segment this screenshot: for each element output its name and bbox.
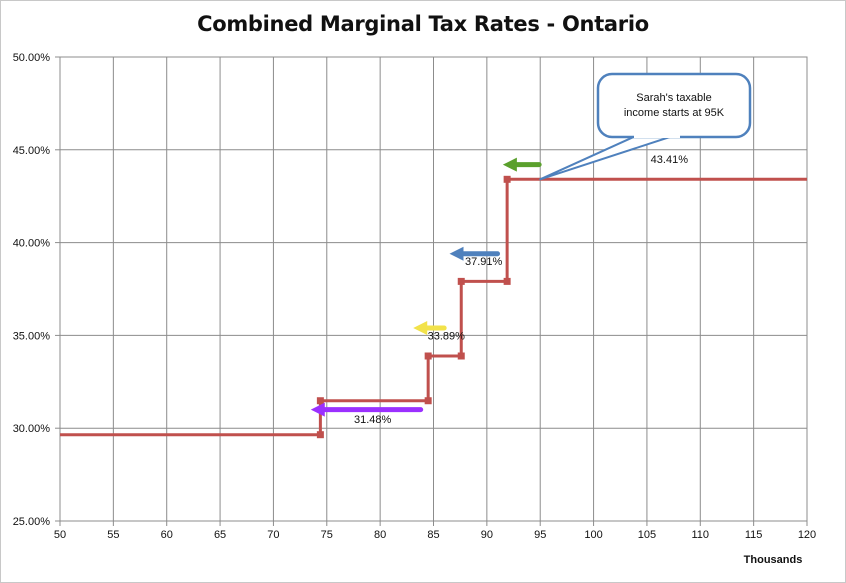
x-tick-label: 105 xyxy=(638,529,656,541)
x-tick-label: 50 xyxy=(54,529,66,541)
x-tick-label: 80 xyxy=(374,529,386,541)
x-tick-label: 55 xyxy=(107,529,119,541)
x-tick-label: 110 xyxy=(692,529,710,541)
data-label: 43.41% xyxy=(651,154,689,166)
data-point-marker xyxy=(457,352,465,360)
data-point-marker xyxy=(424,352,432,360)
arrow-annotation xyxy=(310,402,424,417)
callout-joint xyxy=(634,131,680,138)
data-label: 33.89% xyxy=(428,330,466,342)
data-point-marker xyxy=(316,397,324,405)
callout-text-line: Sarah's taxable xyxy=(636,92,711,104)
series-line xyxy=(60,177,807,437)
y-tick-label: 25.00% xyxy=(13,516,51,528)
y-tick-label: 35.00% xyxy=(13,330,51,342)
arrow-head xyxy=(502,157,517,172)
arrow-head xyxy=(310,402,325,417)
x-tick-label: 115 xyxy=(745,529,763,541)
y-tick-label: 30.00% xyxy=(13,423,51,435)
x-tick-label: 85 xyxy=(427,529,439,541)
data-label: 31.48% xyxy=(354,414,392,426)
arrow-annotation xyxy=(502,157,542,172)
y-tick-label: 50.00% xyxy=(13,52,51,64)
data-point-marker xyxy=(503,277,511,285)
x-tick-label: 60 xyxy=(161,529,173,541)
chart-title: Combined Marginal Tax Rates - Ontario xyxy=(197,12,649,36)
x-tick-label: 65 xyxy=(214,529,226,541)
x-tick-label: 120 xyxy=(798,529,816,541)
arrow-head xyxy=(449,246,464,261)
series xyxy=(60,175,807,439)
x-tick-label: 95 xyxy=(534,529,546,541)
arrow-head xyxy=(413,320,428,335)
plot-area-border xyxy=(59,56,808,522)
y-tick-label: 40.00% xyxy=(13,238,51,250)
annotations: 31.48% 33.89% 37.91% 43.41% Sarah's taxable i… xyxy=(310,72,752,426)
callout-box xyxy=(596,72,752,139)
arrow-annotation xyxy=(413,320,447,335)
data-point-marker xyxy=(503,175,511,183)
y-tick-label: 45.00% xyxy=(13,145,51,157)
x-axis-label: Thousands xyxy=(744,554,803,566)
data-point-marker xyxy=(457,277,465,285)
x-tick-label: 90 xyxy=(481,529,493,541)
data-point-marker xyxy=(424,397,432,405)
x-tick-label: 75 xyxy=(321,529,333,541)
data-label: 37.91% xyxy=(465,256,503,268)
data-point-marker xyxy=(316,431,324,439)
x-tick-label: 70 xyxy=(267,529,279,541)
callout: Sarah's taxable income starts at 95K xyxy=(539,72,752,181)
axes: 50 55 60 65 70 75 80 85 90 95 100 105 110 115 120 25.00… xyxy=(13,52,816,566)
callout-text-line: income starts at 95K xyxy=(624,107,725,119)
arrow-annotation xyxy=(449,246,501,261)
x-tick-label: 100 xyxy=(584,529,602,541)
